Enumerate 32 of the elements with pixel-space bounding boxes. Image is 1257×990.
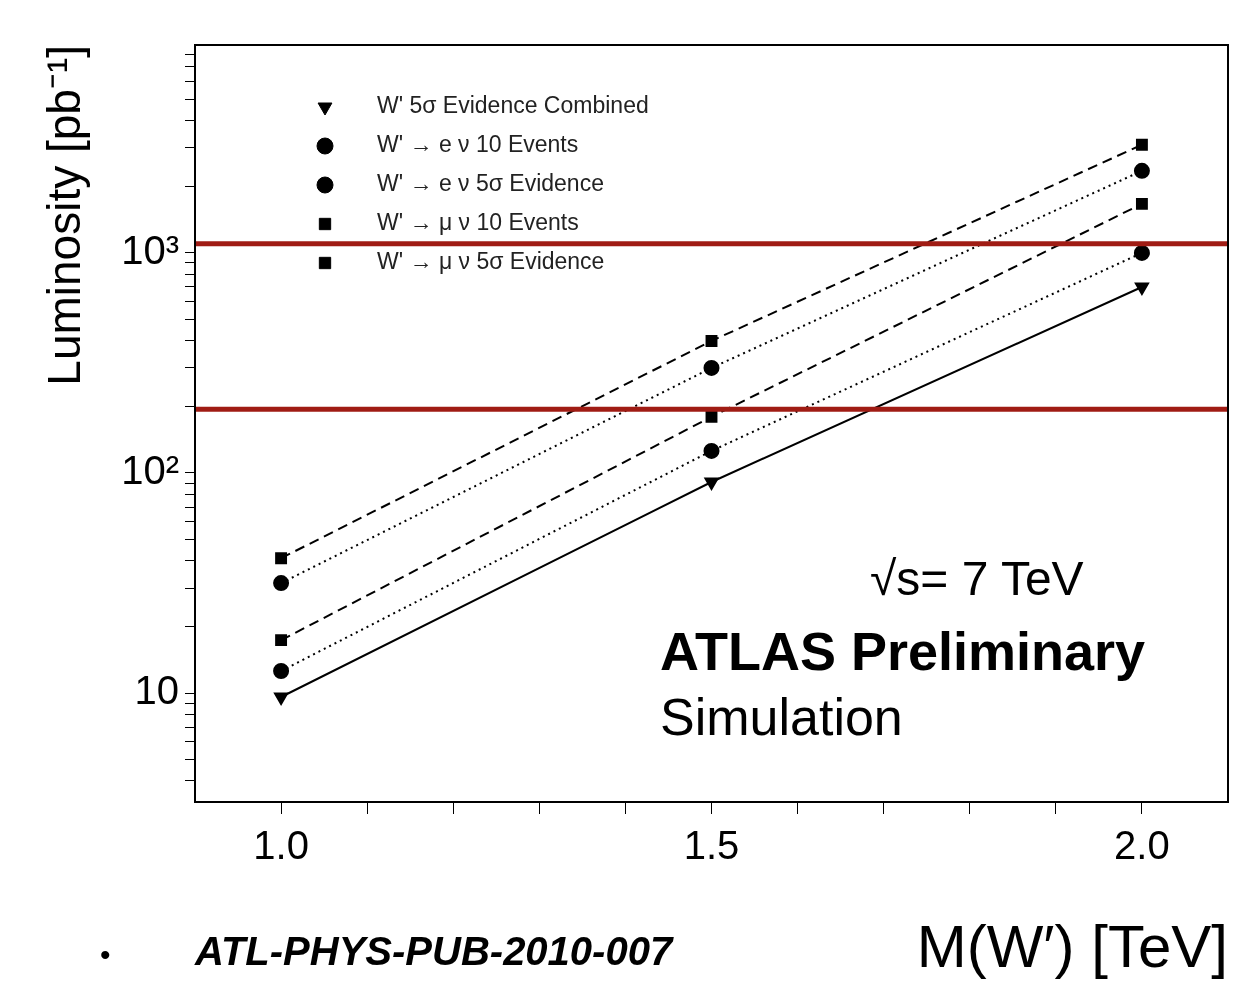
y-tick-label: 10 — [134, 668, 179, 713]
legend-label: W' → μ ν 10 Events — [377, 209, 579, 236]
point — [1133, 244, 1150, 261]
point — [275, 634, 288, 647]
point — [1133, 162, 1150, 179]
y-tick-label: 10² — [121, 448, 179, 493]
text: ATL-PHYS-PUB-2010-007 — [194, 929, 674, 973]
annotation: ATLAS Preliminary — [660, 621, 1146, 681]
point — [273, 575, 290, 592]
point — [703, 442, 720, 459]
y-tick-label: 10³ — [121, 227, 179, 272]
x-tick-label: 1.0 — [253, 823, 309, 868]
x-tick-label: 1.5 — [683, 823, 740, 868]
legend-label: W' 5σ Evidence Combined — [377, 92, 649, 119]
point — [1134, 282, 1149, 295]
point — [1135, 138, 1148, 151]
point — [703, 359, 720, 376]
point — [1135, 197, 1148, 210]
point — [273, 662, 290, 679]
x-axis-title: M(W′) [TeV] — [916, 912, 1228, 980]
x-tick-label: 2.0 — [1114, 823, 1170, 868]
point — [705, 335, 718, 347]
point — [275, 552, 288, 565]
point — [274, 692, 289, 705]
legend-label: W' → μ ν 5σ Evidence — [377, 248, 605, 275]
annotation: √s= 7 TeV — [870, 552, 1084, 605]
annotation: Simulation — [660, 688, 903, 746]
legend-label: W' → e ν 10 Events — [377, 131, 579, 158]
y-axis-title: Luminosity [pb⁻¹] — [38, 45, 91, 386]
point — [704, 477, 719, 490]
legend-label: W' → e ν 5σ Evidence — [377, 170, 604, 197]
text: • — [100, 938, 111, 971]
